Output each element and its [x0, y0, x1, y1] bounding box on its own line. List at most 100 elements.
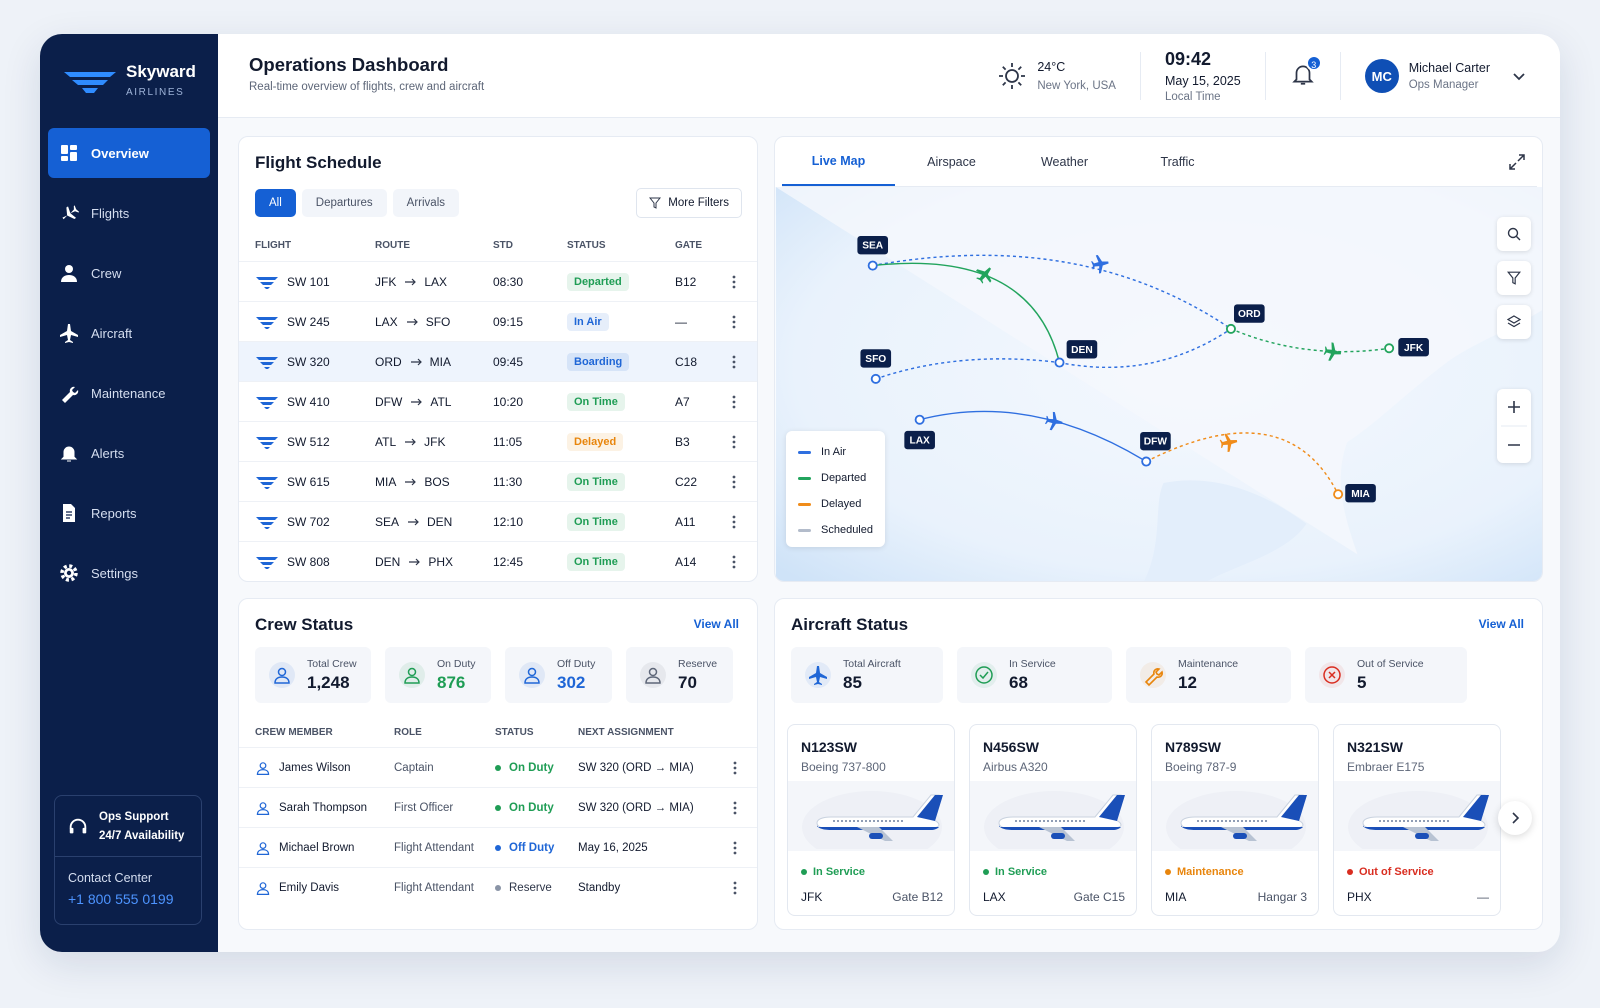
- crew-row[interactable]: Sarah Thompson First Officer On Duty SW 320…: [239, 787, 757, 827]
- more-filters[interactable]: More Filters: [636, 188, 742, 218]
- nav-item[interactable]: Reports: [48, 488, 210, 538]
- brand-name: Skyward: [126, 62, 196, 81]
- person-icon: [256, 881, 270, 895]
- location: New York, USA: [1037, 80, 1116, 92]
- gate: A14: [675, 554, 697, 569]
- registration: N123SW: [801, 739, 858, 755]
- nav-item[interactable]: Alerts: [48, 428, 210, 478]
- airline-icon: [256, 396, 278, 409]
- user-menu[interactable]: MC Michael Carter Ops Manager: [1341, 52, 1526, 100]
- flight-cell: SW 410: [255, 394, 375, 410]
- aircraft-card[interactable]: N456SW Airbus A320 In Service LAX Gate C15: [969, 724, 1137, 916]
- contact-phone[interactable]: +1 800 555 0199: [68, 891, 174, 907]
- stat-value: 70: [678, 672, 697, 692]
- zoom-icons[interactable]: [1497, 389, 1531, 463]
- stat-box: Maintenance 12: [1126, 647, 1291, 703]
- map-tab[interactable]: Live Map: [782, 137, 895, 186]
- aircraft-card[interactable]: N321SW Embraer E175 Out of Service PHX —: [1333, 724, 1501, 916]
- route-to: JFK: [424, 434, 446, 449]
- tab[interactable]: Arrivals: [392, 189, 460, 217]
- nav-item[interactable]: Aircraft: [48, 308, 210, 358]
- nav-item[interactable]: Crew: [48, 248, 210, 298]
- nav-item[interactable]: Flights: [48, 188, 210, 238]
- legend-swatch: [798, 476, 811, 480]
- stat-icon: [269, 662, 295, 688]
- layers-icon: [1507, 315, 1521, 328]
- layers-button[interactable]: [1497, 305, 1531, 339]
- flight-row[interactable]: SW 702 SEA DEN 12:10 On Time A11: [239, 501, 757, 541]
- filter-label: More Filters: [668, 197, 729, 209]
- status-dot: [801, 869, 807, 875]
- next-button[interactable]: [1498, 801, 1532, 835]
- route-arrow: [409, 558, 421, 565]
- flight-row[interactable]: SW 615 MIA BOS 11:30 On Time C22: [239, 461, 757, 501]
- search-button[interactable]: [1497, 217, 1531, 251]
- temperature: 24°C: [1037, 60, 1066, 74]
- stat-icon: [1140, 662, 1166, 688]
- legend-item: Departed: [798, 465, 873, 491]
- nav-label: Settings: [91, 565, 138, 581]
- flight-row[interactable]: SW 808 DEN PHX 12:45 On Time A14: [239, 541, 757, 581]
- chevron-right: [1512, 812, 1520, 824]
- flight-row[interactable]: SW 410 DFW ATL 10:20 On Time A7: [239, 381, 757, 421]
- status-badge: Departed: [567, 272, 629, 291]
- tab[interactable]: Departures: [301, 189, 387, 217]
- flight-row[interactable]: SW 101 JFK LAX 08:30 Departed B12: [239, 261, 757, 301]
- route-from: DEN: [375, 554, 401, 569]
- std: 10:20: [493, 394, 524, 409]
- crew-row[interactable]: James Wilson Captain On Duty SW 320 (ORD → …: [239, 747, 757, 787]
- flight-cell: SW 101: [255, 274, 375, 290]
- status-line: In Service: [983, 866, 1047, 878]
- aircraft-status: Aircraft Status View All Total Aircraft 8…: [774, 598, 1543, 930]
- filter-button[interactable]: [1497, 261, 1531, 295]
- map-tab[interactable]: Airspace: [927, 154, 976, 169]
- headset-icon: [69, 818, 87, 834]
- nav-item[interactable]: Overview: [48, 128, 210, 178]
- route: [1230, 328, 1390, 353]
- map-tab[interactable]: Weather: [1040, 154, 1088, 169]
- route-cell: MIA BOS: [375, 475, 493, 489]
- row-menu: [733, 841, 737, 854]
- model: Airbus A320: [983, 760, 1048, 774]
- flight-row[interactable]: SW 245 LAX SFO 09:15 In Air —: [239, 301, 757, 341]
- stat-text: Reserve 70: [678, 658, 717, 693]
- status-dot: [495, 764, 501, 771]
- status-line: Out of Service: [1347, 866, 1434, 878]
- airport: [870, 373, 881, 384]
- map-tab[interactable]: Traffic: [1160, 154, 1195, 169]
- nav-item[interactable]: Settings: [48, 548, 210, 598]
- aircraft-card[interactable]: N123SW Boeing 737-800 In Service JFK Gate B1…: [787, 724, 955, 916]
- logo: Skyward AIRLINES: [62, 62, 196, 100]
- route-from: ORD: [375, 354, 402, 369]
- page-title: Operations Dashboard: [249, 54, 449, 75]
- zoom-controls: [1497, 389, 1531, 463]
- status-cell: Reserve: [495, 882, 578, 894]
- legend-swatch: [798, 502, 811, 506]
- airport: [867, 260, 878, 271]
- expand-icon[interactable]: [1508, 153, 1526, 171]
- route-arrow: [408, 518, 419, 525]
- flight-cell: SW 702: [255, 514, 375, 530]
- next-assignment: May 16, 2025: [578, 841, 648, 854]
- stat-label: Out of Service: [1357, 657, 1424, 670]
- crew-row[interactable]: Emily Davis Flight Attendant Reserve Standb…: [239, 867, 757, 907]
- row-menu: [733, 881, 737, 894]
- flight-row[interactable]: SW 320 ORD MIA 09:45 Boarding C18: [239, 341, 757, 381]
- view-all[interactable]: View All: [693, 617, 739, 631]
- user-role: Ops Manager: [1408, 79, 1479, 91]
- aircraft-card[interactable]: N789SW Boeing 787-9 Maintenance MIA Hangar 3: [1151, 724, 1319, 916]
- bell[interactable]: 3: [1290, 54, 1322, 92]
- view-all[interactable]: View All: [1478, 617, 1524, 631]
- airline-icon: [256, 556, 278, 569]
- legend-label: Scheduled: [821, 524, 873, 536]
- nav-item[interactable]: Maintenance: [48, 368, 210, 418]
- route-to: ATL: [430, 394, 452, 409]
- nav-menu: Overview Flights Crew Aircraft Maintenance Al…: [48, 128, 210, 608]
- crew-row[interactable]: Michael Brown Flight Attendant Off Duty May…: [239, 827, 757, 867]
- stat-text: Total Aircraft 85: [843, 658, 901, 693]
- notifications[interactable]: 3: [1266, 52, 1341, 100]
- nav-label: Overview: [91, 145, 149, 161]
- flight-row[interactable]: SW 512 ATL JFK 11:05 Delayed B3: [239, 421, 757, 461]
- tab[interactable]: All: [255, 189, 296, 217]
